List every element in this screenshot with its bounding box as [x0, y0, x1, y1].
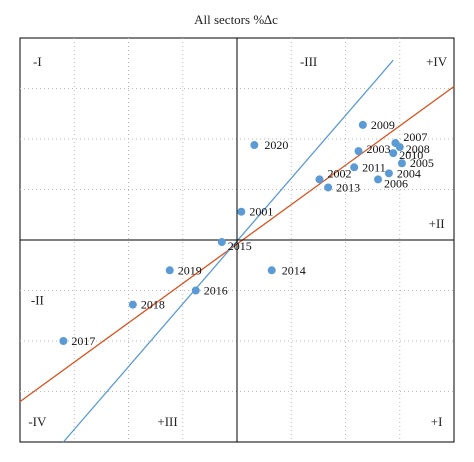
quadrant-label: +IV	[426, 54, 448, 69]
data-point	[59, 337, 68, 345]
point-label: 2005	[410, 156, 434, 170]
data-point	[354, 147, 363, 156]
point-label: 2018	[141, 298, 165, 312]
data-point	[217, 238, 226, 247]
quadrant-label: -III	[300, 54, 317, 69]
point-label: 2010	[399, 148, 423, 162]
point-label: 2020	[264, 138, 288, 152]
data-point	[384, 169, 393, 178]
point-label: 2008	[406, 142, 430, 156]
fit-line-2	[62, 59, 394, 443]
data-point	[389, 149, 398, 158]
quadrant-label: +III	[157, 414, 177, 429]
data-point	[315, 175, 324, 184]
data-point	[267, 266, 276, 275]
point-label: 2007	[403, 130, 427, 144]
data-point	[324, 183, 333, 192]
data-point	[191, 286, 200, 295]
quadrant-label: -II	[31, 293, 44, 308]
center-axes	[20, 38, 454, 442]
data-point	[165, 266, 174, 275]
point-label: 2017	[71, 334, 95, 348]
point-label: 2016	[204, 284, 228, 298]
point-label: 2009	[371, 118, 395, 132]
quadrant-label: +II	[429, 216, 445, 231]
data-point	[358, 120, 367, 129]
quadrant-label: -I	[33, 54, 42, 69]
point-label: 2011	[362, 160, 386, 174]
point-label: 2003	[367, 142, 391, 156]
data-point	[237, 207, 246, 216]
point-label: 2001	[249, 205, 273, 219]
quadrant-labels: -I -III +IV +II -II -IV +III +I	[28, 54, 447, 429]
point-label: 2019	[178, 263, 202, 277]
data-point	[128, 300, 137, 309]
data-point	[250, 141, 259, 150]
point-label: 2002	[327, 166, 351, 180]
point-label: 2004	[397, 166, 421, 180]
data-point	[374, 175, 383, 184]
chart-title: All sectors %∆c	[194, 12, 278, 27]
data-point	[350, 163, 359, 172]
data-point	[395, 143, 404, 152]
point-label: 2013	[336, 180, 360, 194]
quadrant-label: +I	[431, 414, 443, 429]
point-label: 2014	[282, 263, 306, 277]
quadrant-label: -IV	[28, 414, 47, 429]
point-label: 2006	[384, 176, 408, 190]
data-point	[397, 159, 406, 168]
point-label: 2015	[228, 239, 252, 253]
